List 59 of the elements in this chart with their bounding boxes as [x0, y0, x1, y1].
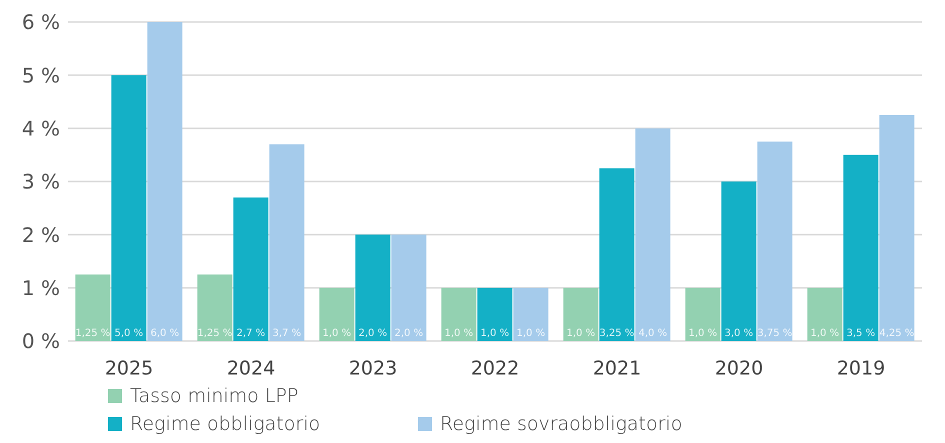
data-label: 1,0 % — [516, 328, 546, 339]
data-label: 1,0 % — [480, 328, 510, 339]
y-tick-label: 2 % — [22, 222, 60, 247]
bar — [391, 234, 426, 341]
y-tick-label: 3 % — [22, 170, 60, 194]
bar — [513, 288, 548, 341]
bar — [477, 288, 512, 341]
data-label: 3,0 % — [724, 328, 754, 339]
y-tick-label: 5 % — [22, 63, 60, 88]
bar — [563, 288, 598, 341]
data-label: 2,0 % — [358, 328, 388, 339]
bar — [147, 22, 182, 341]
data-label: 2,0 % — [394, 328, 424, 339]
bar — [197, 274, 232, 341]
data-label: 3,75 % — [757, 328, 792, 339]
legend-label: Regime obbligatorio — [130, 413, 320, 435]
data-label: 6,0 % — [150, 328, 180, 339]
bar — [441, 288, 476, 341]
bar — [319, 288, 354, 341]
x-tick-label: 2022 — [470, 357, 520, 380]
data-label: 5,0 % — [114, 328, 144, 339]
x-tick-label: 2019 — [836, 357, 886, 380]
x-tick-label: 2023 — [348, 357, 398, 380]
data-label: 3,5 % — [846, 328, 876, 339]
data-label: 3,7 % — [272, 328, 302, 339]
bar — [879, 115, 914, 341]
data-label: 1,25 % — [197, 328, 232, 339]
bar — [757, 142, 792, 341]
data-label: 1,0 % — [566, 328, 596, 339]
bar — [269, 144, 304, 341]
data-label: 3,25 % — [599, 328, 634, 339]
x-tick-label: 2021 — [592, 357, 642, 380]
data-label: 1,0 % — [444, 328, 474, 339]
x-tick-label: 2025 — [104, 357, 154, 380]
data-label: 4,0 % — [638, 328, 668, 339]
bar — [635, 128, 670, 341]
bar — [355, 234, 390, 341]
data-label: 2,7 % — [236, 328, 266, 339]
data-label: 1,0 % — [810, 328, 840, 339]
bar — [599, 168, 634, 341]
y-tick-label: 6 % — [22, 10, 60, 34]
data-label: 1,25 % — [75, 328, 110, 339]
data-label: 1,0 % — [322, 328, 352, 339]
legend-label: Regime sovraobbligatorio — [440, 413, 682, 435]
x-tick-label: 2020 — [714, 357, 764, 380]
bar — [721, 182, 756, 341]
bar — [111, 75, 146, 341]
y-tick-label: 4 % — [22, 116, 60, 140]
x-tick-label: 2024 — [226, 357, 276, 380]
bar — [233, 197, 268, 341]
legend-label: Tasso minimo LPP — [130, 385, 298, 407]
y-tick-label: 1 % — [22, 276, 60, 300]
y-tick-label: 0 % — [22, 329, 60, 354]
data-label: 4,25 % — [879, 328, 914, 339]
bar — [75, 274, 110, 341]
bar — [807, 288, 842, 341]
bar — [843, 154, 878, 341]
bar — [685, 288, 720, 341]
data-label: 1,0 % — [688, 328, 718, 339]
